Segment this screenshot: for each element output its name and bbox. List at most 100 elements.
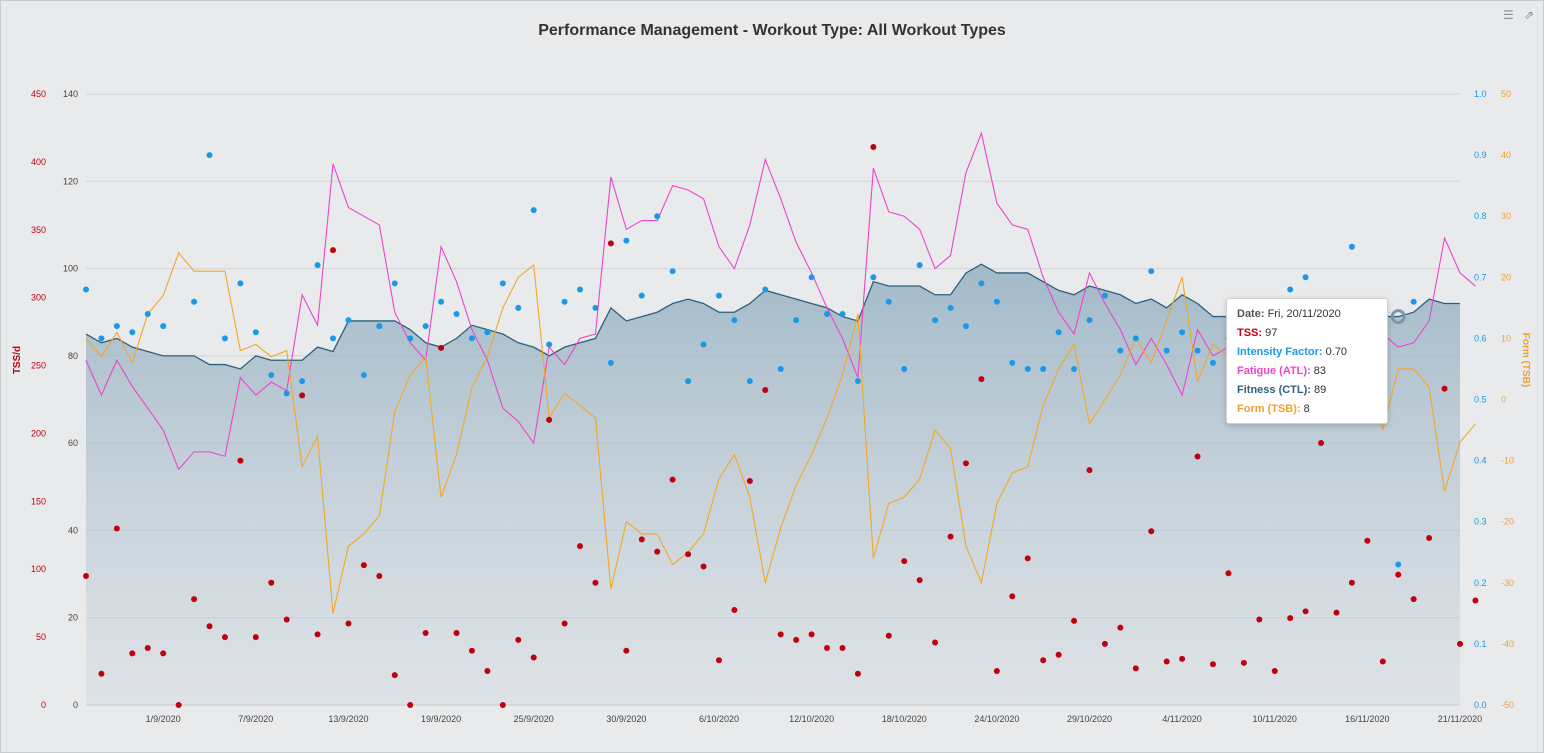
tss-tick-label: 150 <box>31 496 46 506</box>
x-tick-label: 21/11/2020 <box>1438 714 1482 724</box>
fitness-area <box>86 264 1460 705</box>
intensity-point <box>1117 347 1124 354</box>
intensity-point <box>870 274 877 281</box>
tss-point <box>1086 467 1093 474</box>
form-tick-label: -50 <box>1501 700 1514 710</box>
tss-point <box>885 632 892 639</box>
tss-point <box>700 563 707 570</box>
intensity-point <box>1302 274 1309 281</box>
tss-point <box>484 668 491 675</box>
intensity-point <box>283 390 290 397</box>
x-tick-label: 18/10/2020 <box>882 714 927 724</box>
tss-point <box>422 630 429 637</box>
form-tick-label: -30 <box>1501 578 1514 588</box>
tss-point <box>1287 615 1294 622</box>
intensity-point <box>1410 298 1417 305</box>
tss-point <box>669 476 676 483</box>
intensity-point <box>1132 335 1139 342</box>
fitness-tick-label: 0 <box>73 700 78 710</box>
tooltip-pointer <box>1366 310 1375 326</box>
tss-point <box>654 548 661 555</box>
tss-point <box>1457 640 1463 647</box>
intensity-point <box>1179 329 1186 336</box>
tss-point <box>932 639 939 646</box>
tss-point <box>993 668 1000 675</box>
tooltip-fitness: Fitness (CTL): 89 <box>1237 384 1327 396</box>
intensity-point <box>391 280 398 287</box>
intensity-point <box>1348 243 1355 250</box>
tss-point <box>1117 624 1124 631</box>
intensity-point <box>314 262 321 269</box>
tss-point <box>360 562 367 569</box>
tss-point <box>283 616 290 623</box>
intensity-point <box>854 378 861 385</box>
intensity-point <box>824 310 831 317</box>
tss-point <box>839 644 846 651</box>
tss-point <box>901 558 908 565</box>
tss-point <box>438 344 445 351</box>
intensity-point <box>422 323 429 330</box>
tss-tick-label: 450 <box>31 89 46 99</box>
tss-point <box>1024 555 1031 562</box>
intensity-point <box>407 335 414 342</box>
tss-point <box>1333 609 1340 616</box>
tss-point <box>1441 385 1448 392</box>
tss-point <box>638 536 645 543</box>
tss-point <box>1148 528 1155 535</box>
x-tick-label: 7/9/2020 <box>238 714 273 724</box>
tss-tick-label: 400 <box>31 157 46 167</box>
intensity-point <box>1194 347 1201 354</box>
tss-point <box>762 386 769 393</box>
tss-point <box>824 644 831 651</box>
tss-point <box>1055 651 1062 658</box>
tss-point <box>1071 617 1078 624</box>
form-tick-label: 50 <box>1501 89 1511 99</box>
tss-point <box>83 573 89 580</box>
intensity-point <box>685 378 692 385</box>
intensity-point <box>762 286 769 293</box>
tss-point <box>330 247 337 254</box>
intensity-point <box>376 323 383 330</box>
intensity-point <box>360 372 367 379</box>
intensity-point <box>299 378 306 385</box>
x-tick-label: 1/9/2020 <box>146 714 181 724</box>
form-tick-label: 10 <box>1501 333 1511 343</box>
menu-icon[interactable]: ☰ <box>1503 8 1514 22</box>
tss-point <box>268 579 275 586</box>
expand-icon[interactable]: ⇗ <box>1524 8 1535 22</box>
tss-tick-label: 300 <box>31 293 46 303</box>
intensity-point <box>268 372 275 379</box>
intensity-point <box>623 237 630 244</box>
tss-point <box>793 636 800 643</box>
intensity-point <box>83 286 89 293</box>
chart-title: Performance Management - Workout Type: A… <box>538 22 1006 39</box>
intensity-tick-label: 0.8 <box>1474 211 1487 221</box>
intensity-point <box>1086 317 1093 324</box>
intensity-tick-label: 0.9 <box>1474 150 1487 160</box>
intensity-point <box>237 280 244 287</box>
tss-tick-label: 50 <box>36 632 46 642</box>
tss-point <box>623 647 630 654</box>
tooltip-tss: TSS: 97 <box>1237 327 1278 339</box>
tss-point <box>314 631 321 638</box>
intensity-tick-label: 0.7 <box>1474 272 1487 282</box>
form-tick-label: -10 <box>1501 456 1514 466</box>
tss-point <box>376 573 383 580</box>
intensity-point <box>1163 347 1170 354</box>
chart-tooltip: Date: Fri, 20/11/2020 TSS: 97 Intensity … <box>1226 298 1388 424</box>
intensity-point <box>993 298 1000 305</box>
tss-point <box>685 551 692 558</box>
highlight-marker <box>1390 309 1406 325</box>
tss-point <box>468 647 475 654</box>
x-tick-label: 30/9/2020 <box>606 714 646 724</box>
intensity-point <box>654 213 661 220</box>
fitness-tick-label: 20 <box>68 613 78 623</box>
intensity-point <box>901 365 908 372</box>
form-tick-label: 30 <box>1501 211 1511 221</box>
form-tick-label: 20 <box>1501 272 1511 282</box>
intensity-point <box>1209 359 1216 366</box>
tooltip-intensity: Intensity Factor: 0.70 <box>1237 346 1348 358</box>
intensity-point <box>962 323 969 330</box>
intensity-tick-label: 0.5 <box>1474 395 1487 405</box>
intensity-point <box>700 341 707 348</box>
